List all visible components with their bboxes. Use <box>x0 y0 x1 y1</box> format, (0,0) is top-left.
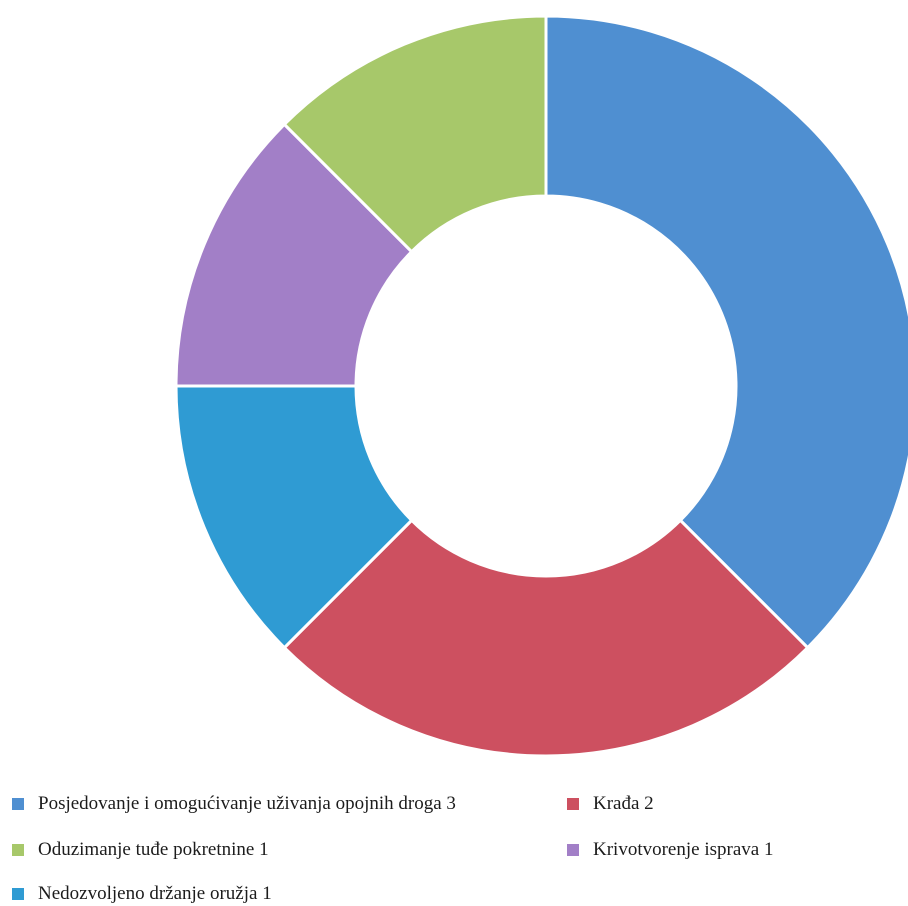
legend-label: Oduzimanje tuđe pokretnine 1 <box>38 839 269 860</box>
legend-swatch <box>12 798 24 810</box>
legend-item: Nedozvoljeno držanje oružja 1 <box>12 883 272 905</box>
legend-item: Posjedovanje i omogućivanje uživanja opo… <box>12 793 456 815</box>
legend-label: Posjedovanje i omogućivanje uživanja opo… <box>38 793 456 814</box>
legend-item: Oduzimanje tuđe pokretnine 1 <box>12 839 269 861</box>
legend-swatch <box>12 844 24 856</box>
donut-slice <box>174 122 414 388</box>
legend-swatch <box>12 888 24 900</box>
donut-slice <box>174 384 414 650</box>
legend-label: Krađa 2 <box>593 793 654 814</box>
donut-chart <box>174 14 908 758</box>
legend-swatch <box>567 844 579 856</box>
donut-slice <box>544 14 908 650</box>
legend-item: Krivotvorenje isprava 1 <box>567 839 773 861</box>
legend-label: Nedozvoljeno držanje oružja 1 <box>38 883 272 904</box>
donut-slice <box>282 14 548 254</box>
legend-swatch <box>567 798 579 810</box>
legend-item: Krađa 2 <box>567 793 654 815</box>
legend-label: Krivotvorenje isprava 1 <box>593 839 774 860</box>
donut-slice <box>282 518 810 758</box>
